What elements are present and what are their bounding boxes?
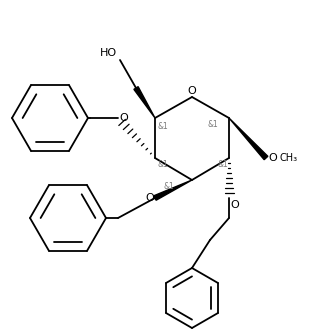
Text: HO: HO [100, 48, 117, 58]
Polygon shape [134, 87, 155, 118]
Text: O: O [230, 200, 239, 210]
Polygon shape [229, 118, 268, 160]
Text: &1: &1 [217, 160, 228, 169]
Polygon shape [154, 180, 192, 200]
Text: O: O [188, 86, 197, 96]
Text: O: O [268, 153, 277, 163]
Text: O: O [119, 113, 128, 123]
Text: CH₃: CH₃ [279, 153, 297, 163]
Text: &1: &1 [158, 160, 169, 169]
Text: &1: &1 [164, 182, 175, 191]
Text: O: O [145, 193, 154, 203]
Text: &1: &1 [207, 120, 218, 129]
Text: &1: &1 [158, 122, 169, 131]
